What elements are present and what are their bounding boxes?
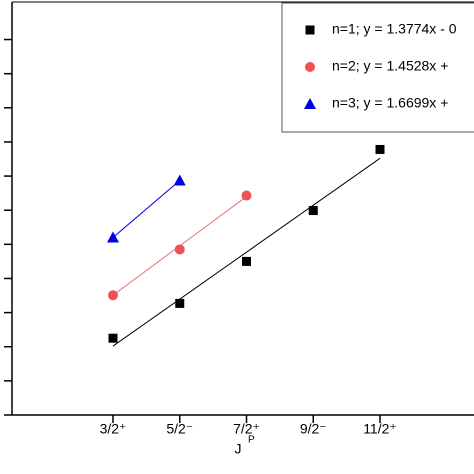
- x-tick-label: 11/2⁺: [363, 421, 397, 437]
- data-point: [242, 256, 251, 266]
- data-point: [107, 231, 119, 243]
- data-point: [241, 190, 252, 201]
- data-point: [108, 333, 118, 343]
- data-point: [175, 298, 185, 308]
- legend-marker: [305, 25, 315, 35]
- data-point: [308, 206, 318, 216]
- x-tick-label: 7/2⁺: [233, 421, 260, 437]
- data-point: [173, 174, 186, 186]
- legend-label: n=3; y = 1.6699x +: [332, 95, 448, 111]
- legend-label: n=1; y = 1.3774x - 0: [332, 21, 457, 37]
- x-tick-label: 3/2⁺: [100, 421, 127, 437]
- fit-line: [112, 180, 181, 238]
- x-axis-label: J: [235, 441, 242, 457]
- data-point: [375, 144, 385, 154]
- x-axis-label-sup: P: [248, 435, 255, 446]
- x-tick-label: 5/2⁻: [166, 421, 193, 437]
- data-point: [108, 290, 118, 301]
- legend-label: n=2; y = 1.4528x +: [332, 58, 448, 74]
- legend-marker: [305, 62, 315, 72]
- fit-line: [112, 157, 381, 347]
- data-point: [174, 244, 185, 255]
- x-tick-label: 9/2⁻: [300, 421, 327, 437]
- legend-marker: [304, 98, 316, 109]
